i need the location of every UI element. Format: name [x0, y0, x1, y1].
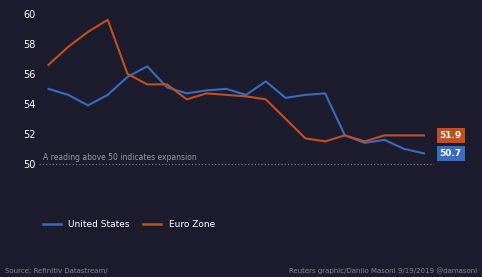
- Text: Reuters graphic/Danilo Masoni 9/19/2019 @damasoni: Reuters graphic/Danilo Masoni 9/19/2019 …: [289, 268, 477, 274]
- Text: A reading above 50 indicates expansion: A reading above 50 indicates expansion: [42, 153, 196, 162]
- Text: Source: Refinitiv Datastream/: Source: Refinitiv Datastream/: [5, 268, 107, 274]
- Text: 50.7: 50.7: [440, 149, 462, 158]
- Legend: United States, Euro Zone: United States, Euro Zone: [43, 220, 215, 229]
- Text: 51.9: 51.9: [440, 131, 462, 140]
